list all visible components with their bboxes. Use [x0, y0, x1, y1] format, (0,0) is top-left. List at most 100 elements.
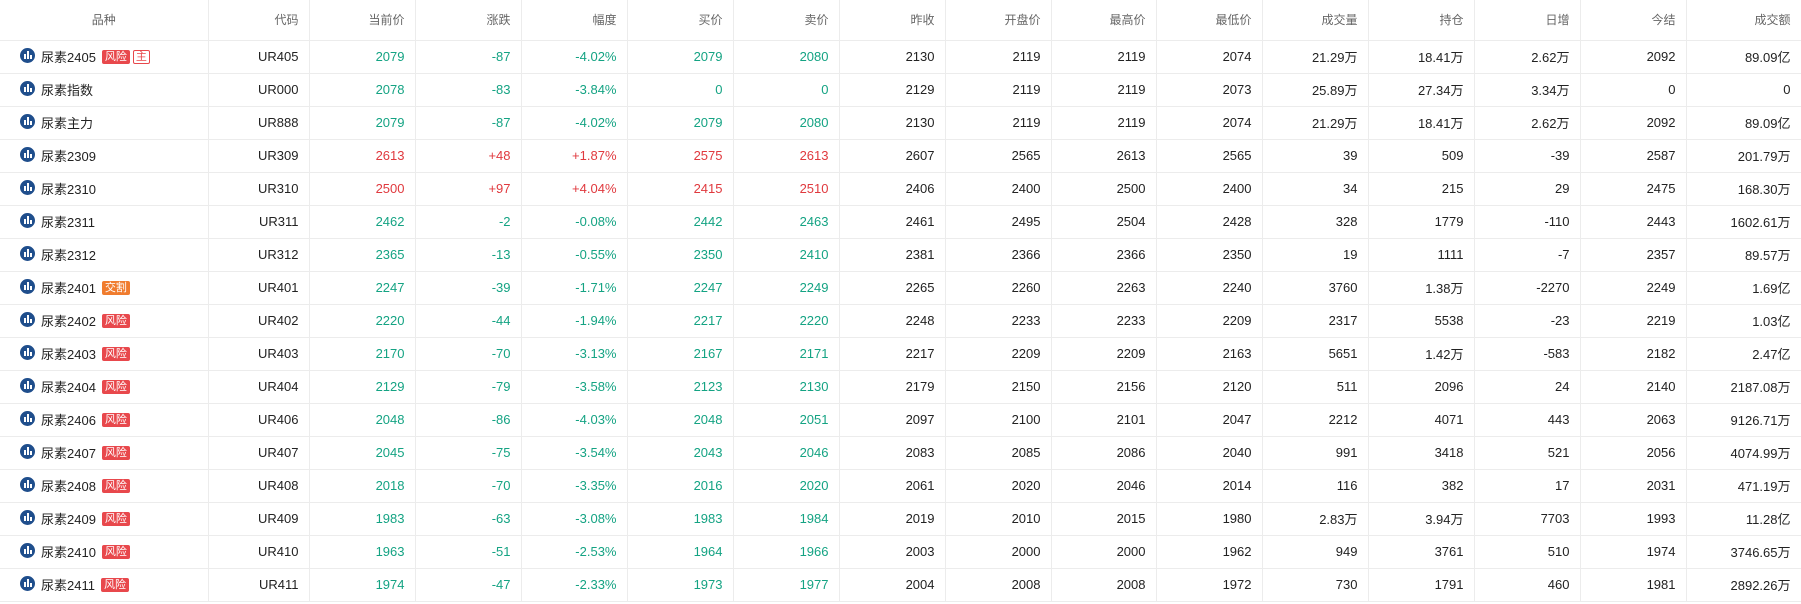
chart-bars-icon[interactable]	[20, 113, 35, 129]
col-header-turnover[interactable]: 成交额	[1686, 0, 1801, 41]
settle-cell: 2219	[1580, 304, 1687, 338]
col-header-open-interest[interactable]: 持仓	[1368, 0, 1475, 41]
prev-close-cell: 2097	[839, 403, 946, 437]
low-cell: 2120	[1156, 370, 1263, 404]
chart-bars-icon[interactable]	[20, 344, 35, 360]
name-cell[interactable]: 尿素主力	[0, 106, 209, 140]
name-cell[interactable]: 尿素2401 交割	[0, 271, 209, 305]
table-row[interactable]: 尿素2405 风险主 UR405 2079 -87 -4.02% 2079 2080 2130 2…	[0, 40, 1801, 74]
name-cell[interactable]: 尿素2407 风险	[0, 436, 209, 470]
col-header-volume[interactable]: 成交量	[1262, 0, 1369, 41]
chart-bars-icon[interactable]	[20, 443, 35, 459]
volume-cell: 2317	[1262, 304, 1369, 338]
chart-bars-icon[interactable]	[20, 146, 35, 162]
oi-change-cell: 2.62万	[1474, 40, 1581, 74]
prev-close-cell: 2129	[839, 73, 946, 107]
name-cell[interactable]: 尿素2311	[0, 205, 209, 239]
open-cell: 2119	[945, 40, 1052, 74]
chart-bars-icon[interactable]	[20, 47, 35, 63]
chart-bars-icon[interactable]	[20, 212, 35, 228]
table-row[interactable]: 尿素2410 风险 UR410 1963 -51 -2.53% 1964 1966 2003 20…	[0, 535, 1801, 569]
table-row[interactable]: 尿素2310 UR310 2500 +97 +4.04% 2415 2510 2406 2400…	[0, 172, 1801, 206]
chart-bars-icon[interactable]	[20, 410, 35, 426]
code-cell: UR309	[208, 139, 310, 173]
volume-cell: 991	[1262, 436, 1369, 470]
open-cell: 2150	[945, 370, 1052, 404]
col-header-price[interactable]: 当前价	[309, 0, 416, 41]
table-row[interactable]: 尿素指数 UR000 2078 -83 -3.84% 0 0 2129 2119 2119 2073…	[0, 73, 1801, 107]
low-cell: 2428	[1156, 205, 1263, 239]
chart-bars-icon[interactable]	[20, 80, 35, 96]
col-header-pct[interactable]: 幅度	[521, 0, 628, 41]
delivery-badge: 交割	[101, 280, 130, 295]
col-header-name[interactable]: 品种	[0, 0, 209, 41]
ask-cell: 2510	[733, 172, 840, 206]
name-cell[interactable]: 尿素2310	[0, 172, 209, 206]
name-cell[interactable]: 尿素2410 风险	[0, 535, 209, 569]
name-cell[interactable]: 尿素2403 风险	[0, 337, 209, 371]
table-row[interactable]: 尿素2402 风险 UR402 2220 -44 -1.94% 2217 2220 2248 22…	[0, 304, 1801, 338]
col-header-change[interactable]: 涨跌	[415, 0, 522, 41]
open-cell: 2008	[945, 568, 1052, 602]
risk-badge: 风险	[101, 379, 130, 394]
name-cell[interactable]: 尿素2309	[0, 139, 209, 173]
chart-bars-icon[interactable]	[20, 575, 35, 591]
name-cell[interactable]: 尿素2405 风险主	[0, 40, 209, 74]
chart-bars-icon[interactable]	[20, 245, 35, 261]
chart-bars-icon[interactable]	[20, 278, 35, 294]
name-cell[interactable]: 尿素2411 风险	[0, 568, 209, 602]
table-row[interactable]: 尿素2312 UR312 2365 -13 -0.55% 2350 2410 2381 2366…	[0, 238, 1801, 272]
chart-bars-icon[interactable]	[20, 377, 35, 393]
table-row[interactable]: 尿素2404 风险 UR404 2129 -79 -3.58% 2123 2130 2179 21…	[0, 370, 1801, 404]
name-cell[interactable]: 尿素2312	[0, 238, 209, 272]
pct-cell: -4.02%	[521, 40, 628, 74]
name-cell[interactable]: 尿素指数	[0, 73, 209, 107]
chart-bars-icon[interactable]	[20, 476, 35, 492]
ask-cell: 2051	[733, 403, 840, 437]
pct-cell: -3.35%	[521, 469, 628, 503]
col-header-high[interactable]: 最高价	[1051, 0, 1157, 41]
name-cell[interactable]: 尿素2408 风险	[0, 469, 209, 503]
table-row[interactable]: 尿素2401 交割 UR401 2247 -39 -1.71% 2247 2249 2265 22…	[0, 271, 1801, 305]
price-cell: 2500	[309, 172, 416, 206]
open-cell: 2565	[945, 139, 1052, 173]
name-cell[interactable]: 尿素2402 风险	[0, 304, 209, 338]
open-cell: 2233	[945, 304, 1052, 338]
col-header-code[interactable]: 代码	[208, 0, 310, 41]
open-interest-cell: 18.41万	[1368, 40, 1475, 74]
name-cell[interactable]: 尿素2406 风险	[0, 403, 209, 437]
name-cell[interactable]: 尿素2404 风险	[0, 370, 209, 404]
table-row[interactable]: 尿素2409 风险 UR409 1983 -63 -3.08% 1983 1984 2019 20…	[0, 502, 1801, 536]
table-row[interactable]: 尿素2411 风险 UR411 1974 -47 -2.33% 1973 1977 2004 20…	[0, 568, 1801, 602]
table-row[interactable]: 尿素2311 UR311 2462 -2 -0.08% 2442 2463 2461 2495 2…	[0, 205, 1801, 239]
turnover-cell: 3746.65万	[1686, 535, 1801, 569]
bid-cell: 0	[627, 73, 734, 107]
table-row[interactable]: 尿素2406 风险 UR406 2048 -86 -4.03% 2048 2051 2097 21…	[0, 403, 1801, 437]
open-interest-cell: 215	[1368, 172, 1475, 206]
low-cell: 2040	[1156, 436, 1263, 470]
chart-bars-icon[interactable]	[20, 542, 35, 558]
col-header-open[interactable]: 开盘价	[945, 0, 1052, 41]
table-row[interactable]: 尿素2407 风险 UR407 2045 -75 -3.54% 2043 2046 2083 20…	[0, 436, 1801, 470]
price-cell: 2170	[309, 337, 416, 371]
open-interest-cell: 3418	[1368, 436, 1475, 470]
col-header-low[interactable]: 最低价	[1156, 0, 1263, 41]
contract-name: 尿素2410	[41, 545, 96, 560]
open-cell: 2400	[945, 172, 1052, 206]
open-cell: 2010	[945, 502, 1052, 536]
chart-bars-icon[interactable]	[20, 179, 35, 195]
name-cell[interactable]: 尿素2409 风险	[0, 502, 209, 536]
table-row[interactable]: 尿素2408 风险 UR408 2018 -70 -3.35% 2016 2020 2061 20…	[0, 469, 1801, 503]
col-header-oi-change[interactable]: 日增	[1474, 0, 1581, 41]
col-header-ask[interactable]: 卖价	[733, 0, 840, 41]
chart-bars-icon[interactable]	[20, 509, 35, 525]
chart-bars-icon[interactable]	[20, 311, 35, 327]
table-row[interactable]: 尿素2309 UR309 2613 +48 +1.87% 2575 2613 2607 2565…	[0, 139, 1801, 173]
prev-close-cell: 2004	[839, 568, 946, 602]
col-header-prev-close[interactable]: 昨收	[839, 0, 946, 41]
contract-name: 尿素2403	[41, 347, 96, 362]
table-row[interactable]: 尿素主力 UR888 2079 -87 -4.02% 2079 2080 2130 2119 21…	[0, 106, 1801, 140]
col-header-bid[interactable]: 买价	[627, 0, 734, 41]
table-row[interactable]: 尿素2403 风险 UR403 2170 -70 -3.13% 2167 2171 2217 22…	[0, 337, 1801, 371]
col-header-settle[interactable]: 今结	[1580, 0, 1687, 41]
